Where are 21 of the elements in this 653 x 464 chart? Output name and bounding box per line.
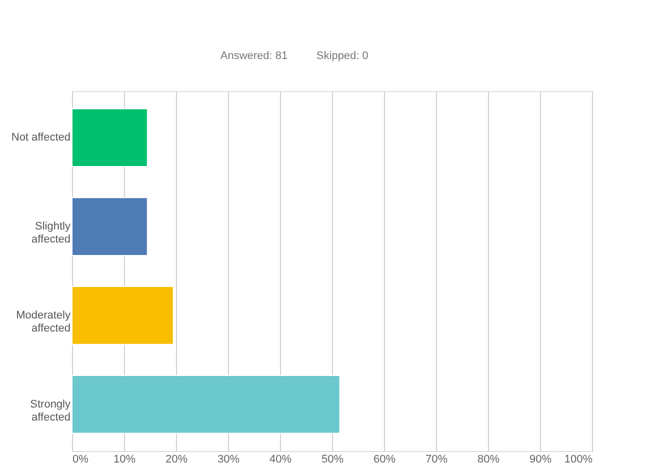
bar <box>72 286 174 345</box>
x-tick-label: 0% <box>72 454 89 464</box>
x-tick-label: 80% <box>477 454 500 464</box>
x-tick-label: 100% <box>564 454 593 464</box>
x-tick-label: 60% <box>373 454 396 464</box>
x-tick-label: 40% <box>269 454 292 464</box>
bar <box>72 374 340 434</box>
y-tick-label: Moderately affected <box>16 309 71 334</box>
x-tick-label: 10% <box>113 454 136 464</box>
x-tick-label: 30% <box>217 454 240 464</box>
x-tick-label: 50% <box>321 454 344 464</box>
text: Skipped: 0 <box>316 50 368 62</box>
y-tick-label: Strongly affected <box>30 398 71 424</box>
y-tick-label: Not affected <box>11 132 70 144</box>
bar <box>72 108 148 168</box>
text: Answered: 81 <box>220 50 288 62</box>
x-tick-label: 90% <box>529 454 552 464</box>
x-tick-label: 70% <box>425 454 448 464</box>
bar <box>72 197 148 256</box>
x-tick-label: 20% <box>165 454 188 464</box>
y-tick-label: Slightly affected <box>32 220 71 246</box>
